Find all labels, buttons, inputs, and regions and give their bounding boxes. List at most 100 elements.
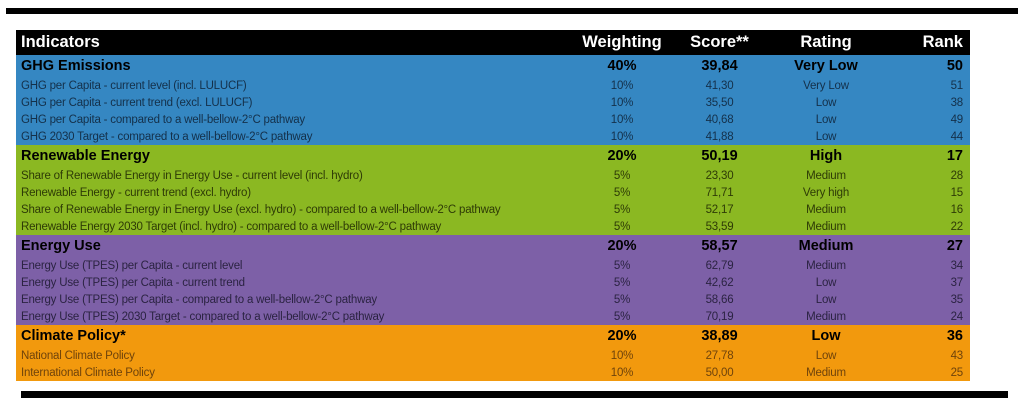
score-cell: 41,88 <box>705 130 734 143</box>
weighting-cell: 10% <box>610 96 634 109</box>
rank-cell: 35 <box>950 293 964 306</box>
indicator-cell: Share of Renewable Energy in Energy Use … <box>21 203 501 216</box>
score-cell: 71,71 <box>705 186 734 199</box>
rank-cell: 51 <box>950 79 964 92</box>
rank-cell: 49 <box>950 113 964 126</box>
rating-cell: Medium <box>806 259 846 272</box>
score-cell: 53,59 <box>705 220 734 233</box>
section-title: GHG Emissions <box>21 58 131 74</box>
rank-cell: 16 <box>950 203 964 216</box>
rank-cell: 22 <box>950 220 964 233</box>
indicator-cell: Energy Use (TPES) per Capita - compared … <box>21 293 377 306</box>
column-header-indicators: Indicators <box>21 33 100 51</box>
rating-cell: Medium <box>806 169 846 182</box>
score-cell: 40,68 <box>705 113 734 126</box>
section-climate-policy: Climate Policy* 20% 38,89 Low 36 Nationa… <box>16 325 970 381</box>
rank-cell: 50 <box>946 58 963 74</box>
score-cell: 62,79 <box>705 259 734 272</box>
score-cell: 58,57 <box>701 238 738 254</box>
weighting-cell: 10% <box>610 366 634 379</box>
rating-cell: Low <box>811 328 841 344</box>
score-cell: 35,50 <box>705 96 734 109</box>
column-header-weighting: Weighting <box>582 33 662 51</box>
rating-cell: Low <box>815 349 837 362</box>
rank-cell: 43 <box>950 349 964 362</box>
rank-cell: 15 <box>950 186 964 199</box>
indicator-cell: Renewable Energy - current trend (excl. … <box>21 186 251 199</box>
rating-cell: Low <box>815 130 837 143</box>
rank-cell: 25 <box>950 366 964 379</box>
table-row: Energy Use (TPES) per Capita - compared … <box>16 291 970 308</box>
rating-cell: Very Low <box>803 79 849 92</box>
table-row: Share of Renewable Energy in Energy Use … <box>16 201 970 218</box>
score-cell: 58,66 <box>705 293 734 306</box>
section-summary-row: GHG Emissions 40% 39,84 Very Low 50 <box>16 55 970 77</box>
section-title: Energy Use <box>21 238 101 254</box>
section-renewable-energy: Renewable Energy 20% 50,19 High 17 Share… <box>16 145 970 235</box>
weighting-cell: 10% <box>610 349 634 362</box>
score-cell: 41,30 <box>705 79 734 92</box>
rank-cell: 28 <box>950 169 964 182</box>
table-row: Renewable Energy - current trend (excl. … <box>16 184 970 201</box>
weighting-cell: 10% <box>610 113 634 126</box>
rating-cell: Low <box>815 293 837 306</box>
weighting-cell: 40% <box>607 58 637 74</box>
indicator-cell: International Climate Policy <box>21 366 155 379</box>
weighting-cell: 5% <box>613 310 631 323</box>
score-cell: 38,89 <box>701 328 738 344</box>
indicators-table: Indicators Weighting Score** Rating Rank… <box>16 30 970 381</box>
indicator-cell: GHG per Capita - current level (incl. LU… <box>21 79 247 92</box>
table-row: GHG per Capita - compared to a well-bell… <box>16 111 970 128</box>
score-cell: 50,19 <box>701 148 738 164</box>
rating-cell: Medium <box>806 366 846 379</box>
indicator-cell: GHG 2030 Target - compared to a well-bel… <box>21 130 313 143</box>
table-row: Energy Use (TPES) per Capita - current t… <box>16 274 970 291</box>
column-header-rating: Rating <box>800 33 852 51</box>
indicator-cell: National Climate Policy <box>21 349 135 362</box>
table-row: GHG per Capita - current trend (excl. LU… <box>16 94 970 111</box>
section-summary-row: Energy Use 20% 58,57 Medium 27 <box>16 235 970 257</box>
indicator-cell: Share of Renewable Energy in Energy Use … <box>21 169 363 182</box>
weighting-cell: 5% <box>613 203 631 216</box>
section-title: Renewable Energy <box>21 148 150 164</box>
indicator-cell: Energy Use (TPES) per Capita - current l… <box>21 259 243 272</box>
rating-cell: Low <box>815 113 837 126</box>
indicator-cell: GHG per Capita - current trend (excl. LU… <box>21 96 253 109</box>
weighting-cell: 5% <box>613 293 631 306</box>
indicator-cell: Renewable Energy 2030 Target (incl. hydr… <box>21 220 442 233</box>
weighting-cell: 10% <box>610 79 634 92</box>
score-cell: 27,78 <box>705 349 734 362</box>
table-row: Renewable Energy 2030 Target (incl. hydr… <box>16 218 970 235</box>
rating-cell: Very Low <box>794 58 858 74</box>
table-row: Share of Renewable Energy in Energy Use … <box>16 167 970 184</box>
section-energy-use: Energy Use 20% 58,57 Medium 27 Energy Us… <box>16 235 970 325</box>
rank-cell: 36 <box>946 328 963 344</box>
table-row: International Climate Policy 10% 50,00 M… <box>16 364 970 381</box>
table-row: National Climate Policy 10% 27,78 Low 43 <box>16 347 970 364</box>
weighting-cell: 5% <box>613 220 631 233</box>
rating-cell: High <box>809 148 843 164</box>
indicator-cell: Energy Use (TPES) per Capita - current t… <box>21 276 245 289</box>
rank-cell: 34 <box>950 259 964 272</box>
section-title: Climate Policy* <box>21 328 126 344</box>
weighting-cell: 20% <box>607 328 637 344</box>
rating-cell: Medium <box>798 238 854 254</box>
table-row: Energy Use (TPES) 2030 Target - compared… <box>16 308 970 325</box>
weighting-cell: 5% <box>613 186 631 199</box>
score-cell: 39,84 <box>701 58 738 74</box>
column-header-score: Score** <box>690 33 749 51</box>
rank-cell: 38 <box>950 96 964 109</box>
table-row: Energy Use (TPES) per Capita - current l… <box>16 257 970 274</box>
rank-cell: 24 <box>950 310 964 323</box>
section-summary-row: Climate Policy* 20% 38,89 Low 36 <box>16 325 970 347</box>
rating-cell: Low <box>815 276 837 289</box>
weighting-cell: 20% <box>607 148 637 164</box>
bottom-divider <box>21 391 1008 398</box>
rating-cell: Very high <box>802 186 850 199</box>
table-header-row: Indicators Weighting Score** Rating Rank <box>16 30 970 55</box>
weighting-cell: 10% <box>610 130 634 143</box>
rank-cell: 44 <box>950 130 964 143</box>
rating-cell: Medium <box>806 310 846 323</box>
top-divider <box>6 8 1018 14</box>
rating-cell: Medium <box>806 203 846 216</box>
